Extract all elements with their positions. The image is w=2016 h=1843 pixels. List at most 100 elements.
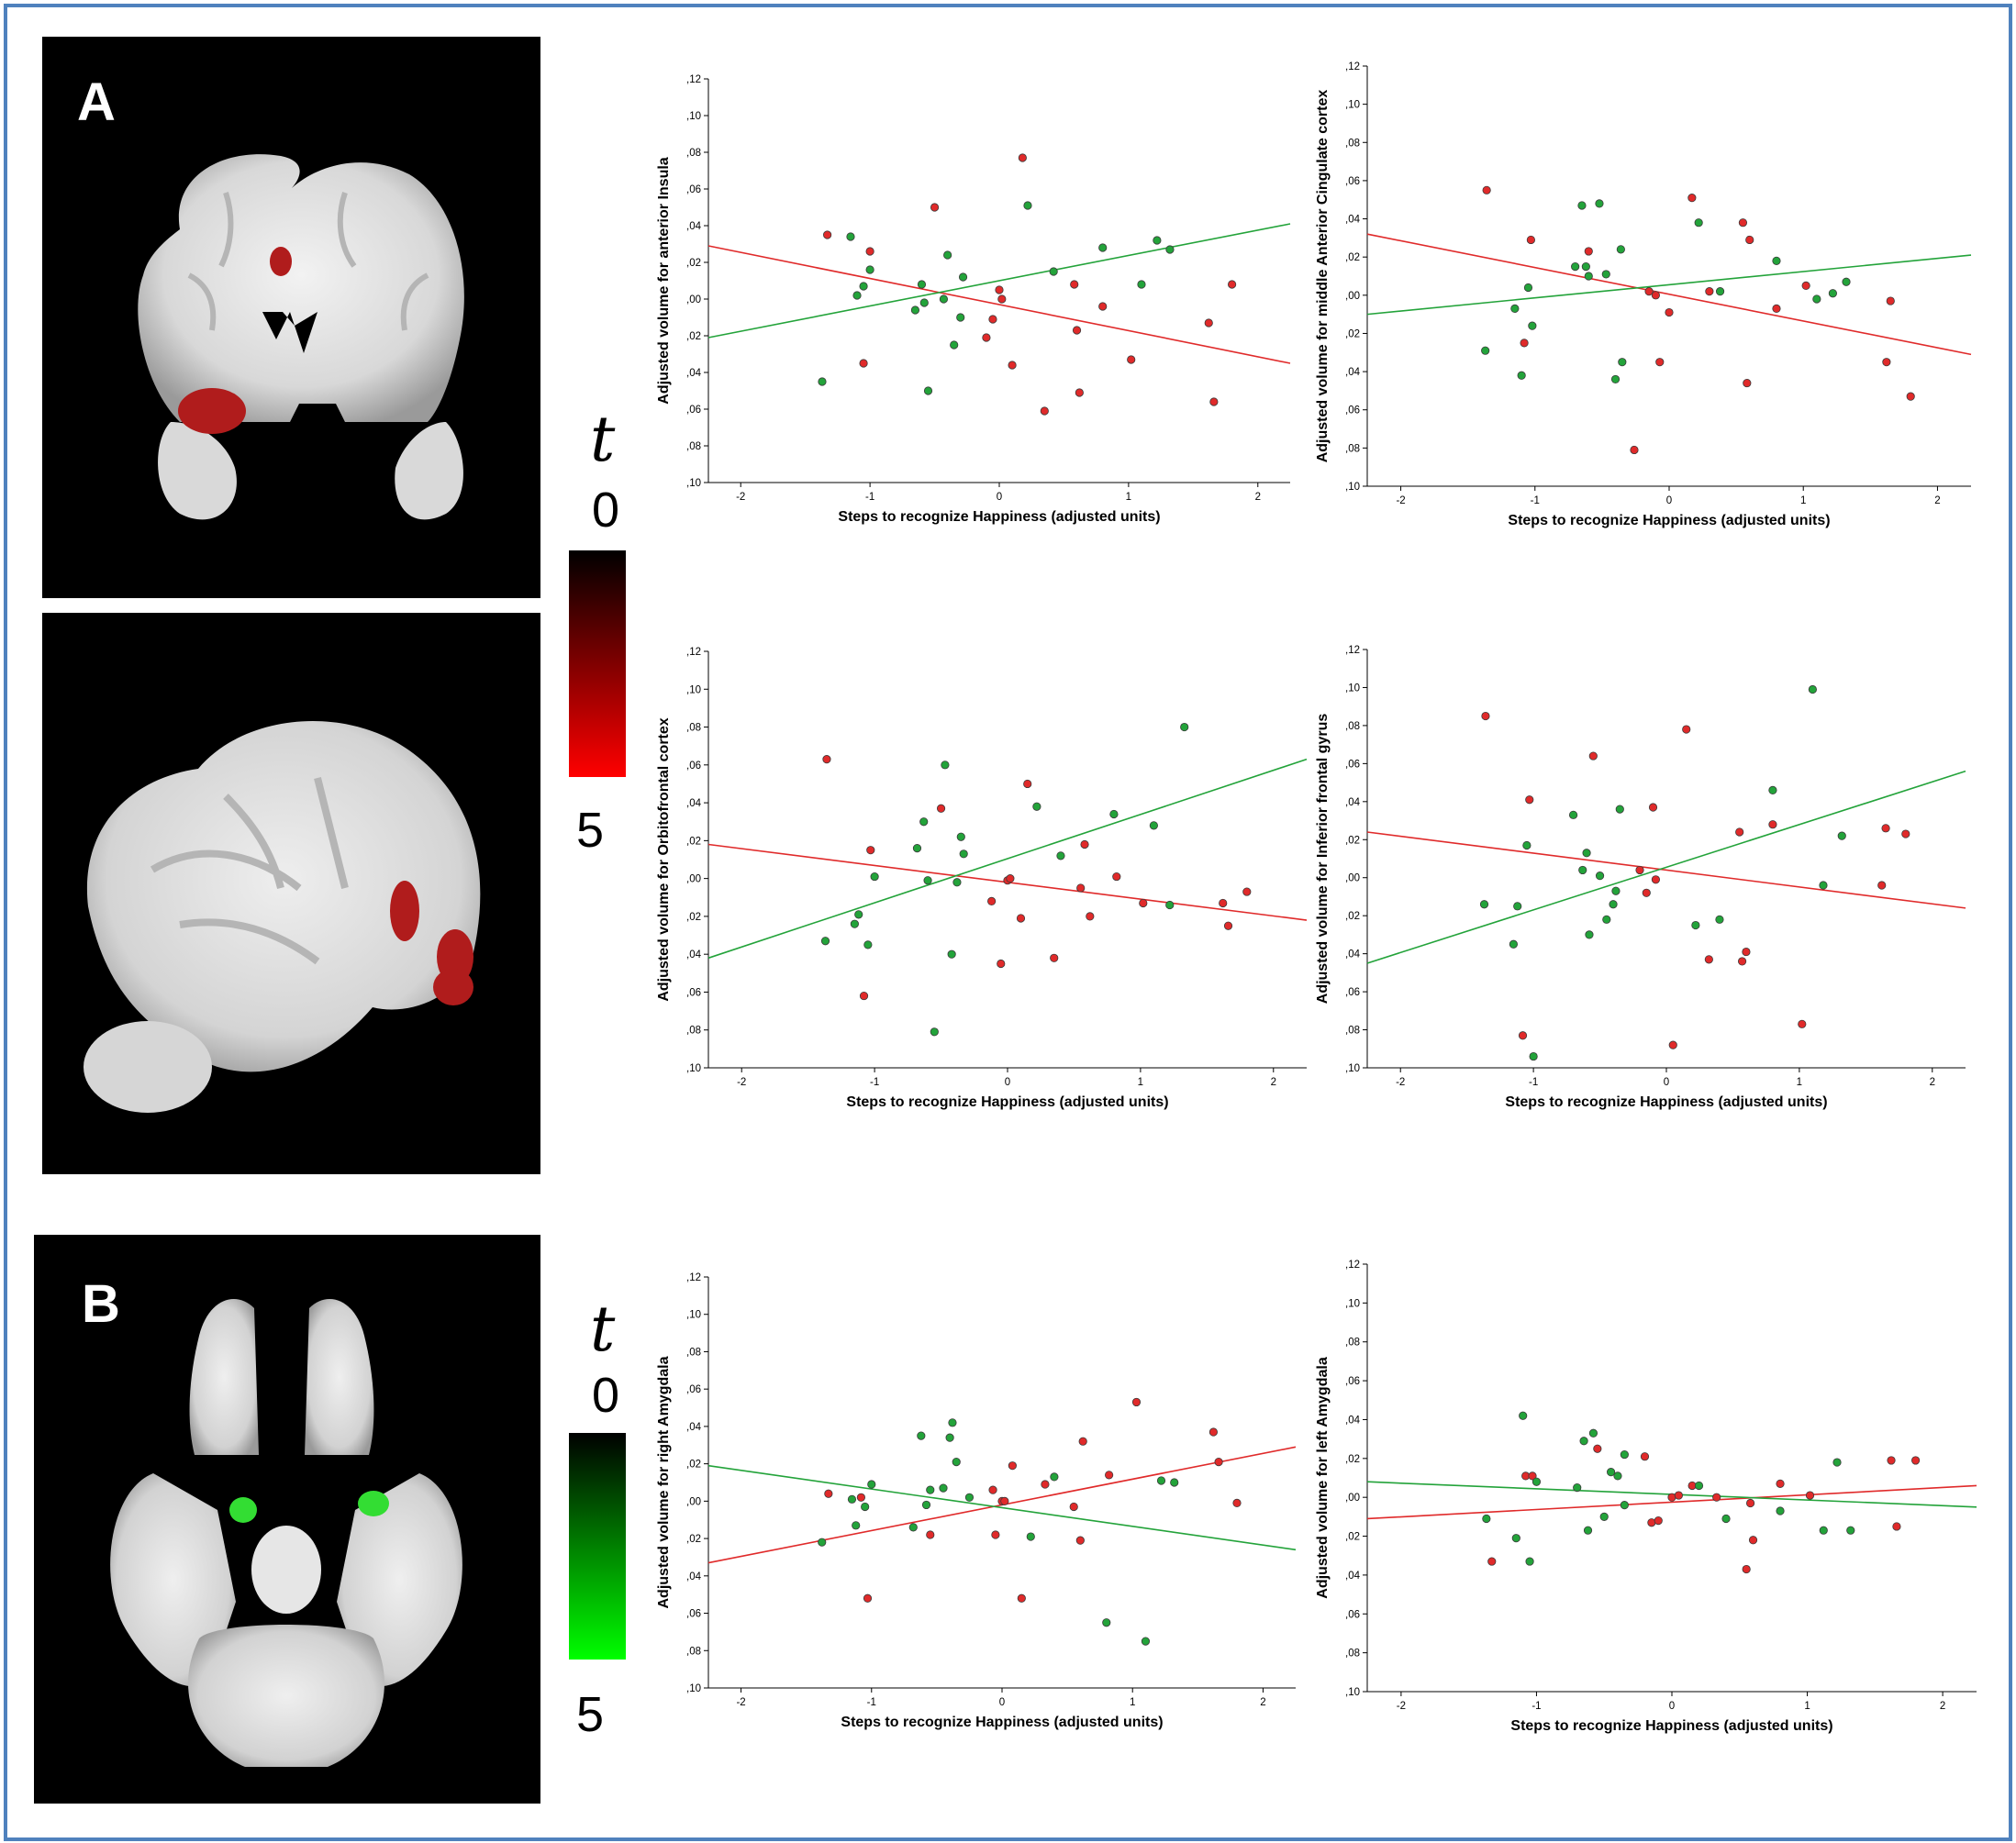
green-data-point (1523, 283, 1533, 293)
red-data-point (865, 247, 874, 256)
green-data-point (847, 1494, 857, 1504)
red-data-point (1768, 820, 1777, 829)
y-tick-label: ,04 (686, 221, 702, 232)
green-data-point (1585, 930, 1594, 939)
red-data-point (1219, 898, 1228, 908)
green-data-point (956, 832, 965, 841)
red-data-point (822, 755, 831, 764)
y-tick-label: ,12 (1345, 645, 1360, 656)
green-data-point (1032, 802, 1041, 811)
green-data-point (1153, 236, 1162, 245)
red-data-point (1648, 803, 1658, 812)
red-data-point (991, 1530, 1000, 1539)
red-data-point (987, 896, 997, 905)
green-data-point (818, 1538, 827, 1547)
y-tick-label: ,08 (686, 441, 701, 452)
y-tick-label: ,10 (1345, 100, 1360, 111)
y-tick-label: ,04 (1345, 949, 1361, 960)
green-data-point (910, 305, 920, 315)
y-tick-label: ,04 (686, 368, 702, 379)
red-data-point (1072, 326, 1082, 335)
y-tick-label: ,06 (686, 1609, 701, 1620)
chart-inferior-frontal-gyrus: ,10 ,08 ,06 ,04 ,02 ,00 ,02 ,04 ,06 ,08 ,10 ,12 -2 -1… (1315, 645, 1966, 1114)
green-data-point (1610, 374, 1621, 384)
green-data-point (1109, 809, 1119, 819)
green-data-point (1581, 261, 1590, 272)
red-data-point (1518, 1031, 1528, 1040)
green-data-point (926, 1485, 935, 1494)
red-data-point (824, 1489, 833, 1498)
green-data-point (846, 232, 855, 241)
red-data-point (859, 991, 869, 1001)
red-data-point (1886, 296, 1895, 305)
red-data-point (1016, 914, 1026, 923)
x-axis-title: Steps to recognize Happiness (adjusted u… (841, 1715, 1163, 1730)
red-data-point (1745, 235, 1754, 245)
green-data-point (1846, 1526, 1855, 1535)
red-data-point (1674, 1491, 1683, 1500)
red-data-point (1086, 912, 1095, 921)
green-fit-line (707, 223, 1291, 339)
red-data-point (1006, 874, 1015, 883)
y-tick-label: ,12 (1345, 61, 1360, 72)
x-tick-label: -1 (870, 1077, 879, 1088)
green-data-point (908, 1523, 918, 1532)
green-data-point (820, 937, 830, 946)
x-tick-label: 2 (1260, 1697, 1265, 1708)
green-data-point (1694, 1481, 1704, 1491)
y-tick-label: ,08 (1345, 138, 1360, 149)
red-data-point (1050, 953, 1059, 962)
red-data-point (1742, 1564, 1751, 1574)
green-data-point (952, 1458, 961, 1467)
green-data-point (1050, 1472, 1059, 1482)
red-data-point (1069, 1502, 1078, 1512)
green-data-point (1519, 1411, 1528, 1420)
red-fit-line (707, 245, 1291, 364)
y-tick-label: ,10 (686, 1683, 701, 1694)
right-amygdala-activation-blob (229, 1497, 257, 1523)
x-tick-label: 1 (1800, 495, 1806, 506)
cingulate-activation-blob (178, 388, 246, 434)
green-data-point (850, 919, 859, 928)
y-tick-label: ,12 (686, 647, 701, 658)
green-data-point (941, 761, 950, 770)
green-data-point (1509, 939, 1518, 949)
red-data-point (1526, 235, 1535, 245)
green-data-point (1481, 346, 1490, 355)
y-tick-label: ,00 (686, 1496, 701, 1507)
green-data-point (1023, 201, 1032, 210)
green-data-point (1715, 915, 1724, 924)
red-data-point (988, 1485, 997, 1494)
y-tick-label: ,00 (1345, 291, 1360, 302)
green-fit-line (1366, 254, 1972, 316)
colorbar-green-max: 5 (576, 1687, 605, 1742)
green-data-point (1595, 872, 1605, 881)
red-data-point (1075, 388, 1084, 397)
y-tick-label: ,02 (1345, 252, 1360, 263)
red-data-point (1798, 1019, 1807, 1028)
red-data-point (866, 846, 875, 855)
y-tick-label: ,06 (686, 761, 701, 772)
red-data-point (1008, 361, 1017, 370)
y-tick-label: ,06 (1345, 1609, 1360, 1620)
red-data-point (926, 1530, 935, 1539)
x-tick-label: -2 (1396, 495, 1405, 506)
y-axis-title: Adjusted volume for right Amygdala (656, 1356, 672, 1608)
green-data-point (859, 282, 868, 291)
green-data-point (1517, 371, 1526, 380)
green-data-point (959, 849, 968, 859)
green-data-point (958, 272, 968, 282)
red-data-point (1738, 218, 1748, 228)
x-tick-label: -2 (1397, 1701, 1406, 1712)
brain-axial-image: B (34, 1235, 540, 1804)
red-data-point (995, 285, 1004, 294)
green-data-point (1616, 245, 1625, 254)
green-data-point (1715, 287, 1725, 296)
x-axis-title: Steps to recognize Happiness (adjusted u… (1505, 1094, 1827, 1110)
red-data-point (1023, 779, 1032, 789)
red-data-point (1743, 378, 1752, 388)
green-data-point (1583, 1526, 1593, 1535)
red-data-point (1520, 339, 1529, 348)
green-data-point (1571, 261, 1580, 272)
colorbar-red-max: 5 (576, 803, 605, 858)
